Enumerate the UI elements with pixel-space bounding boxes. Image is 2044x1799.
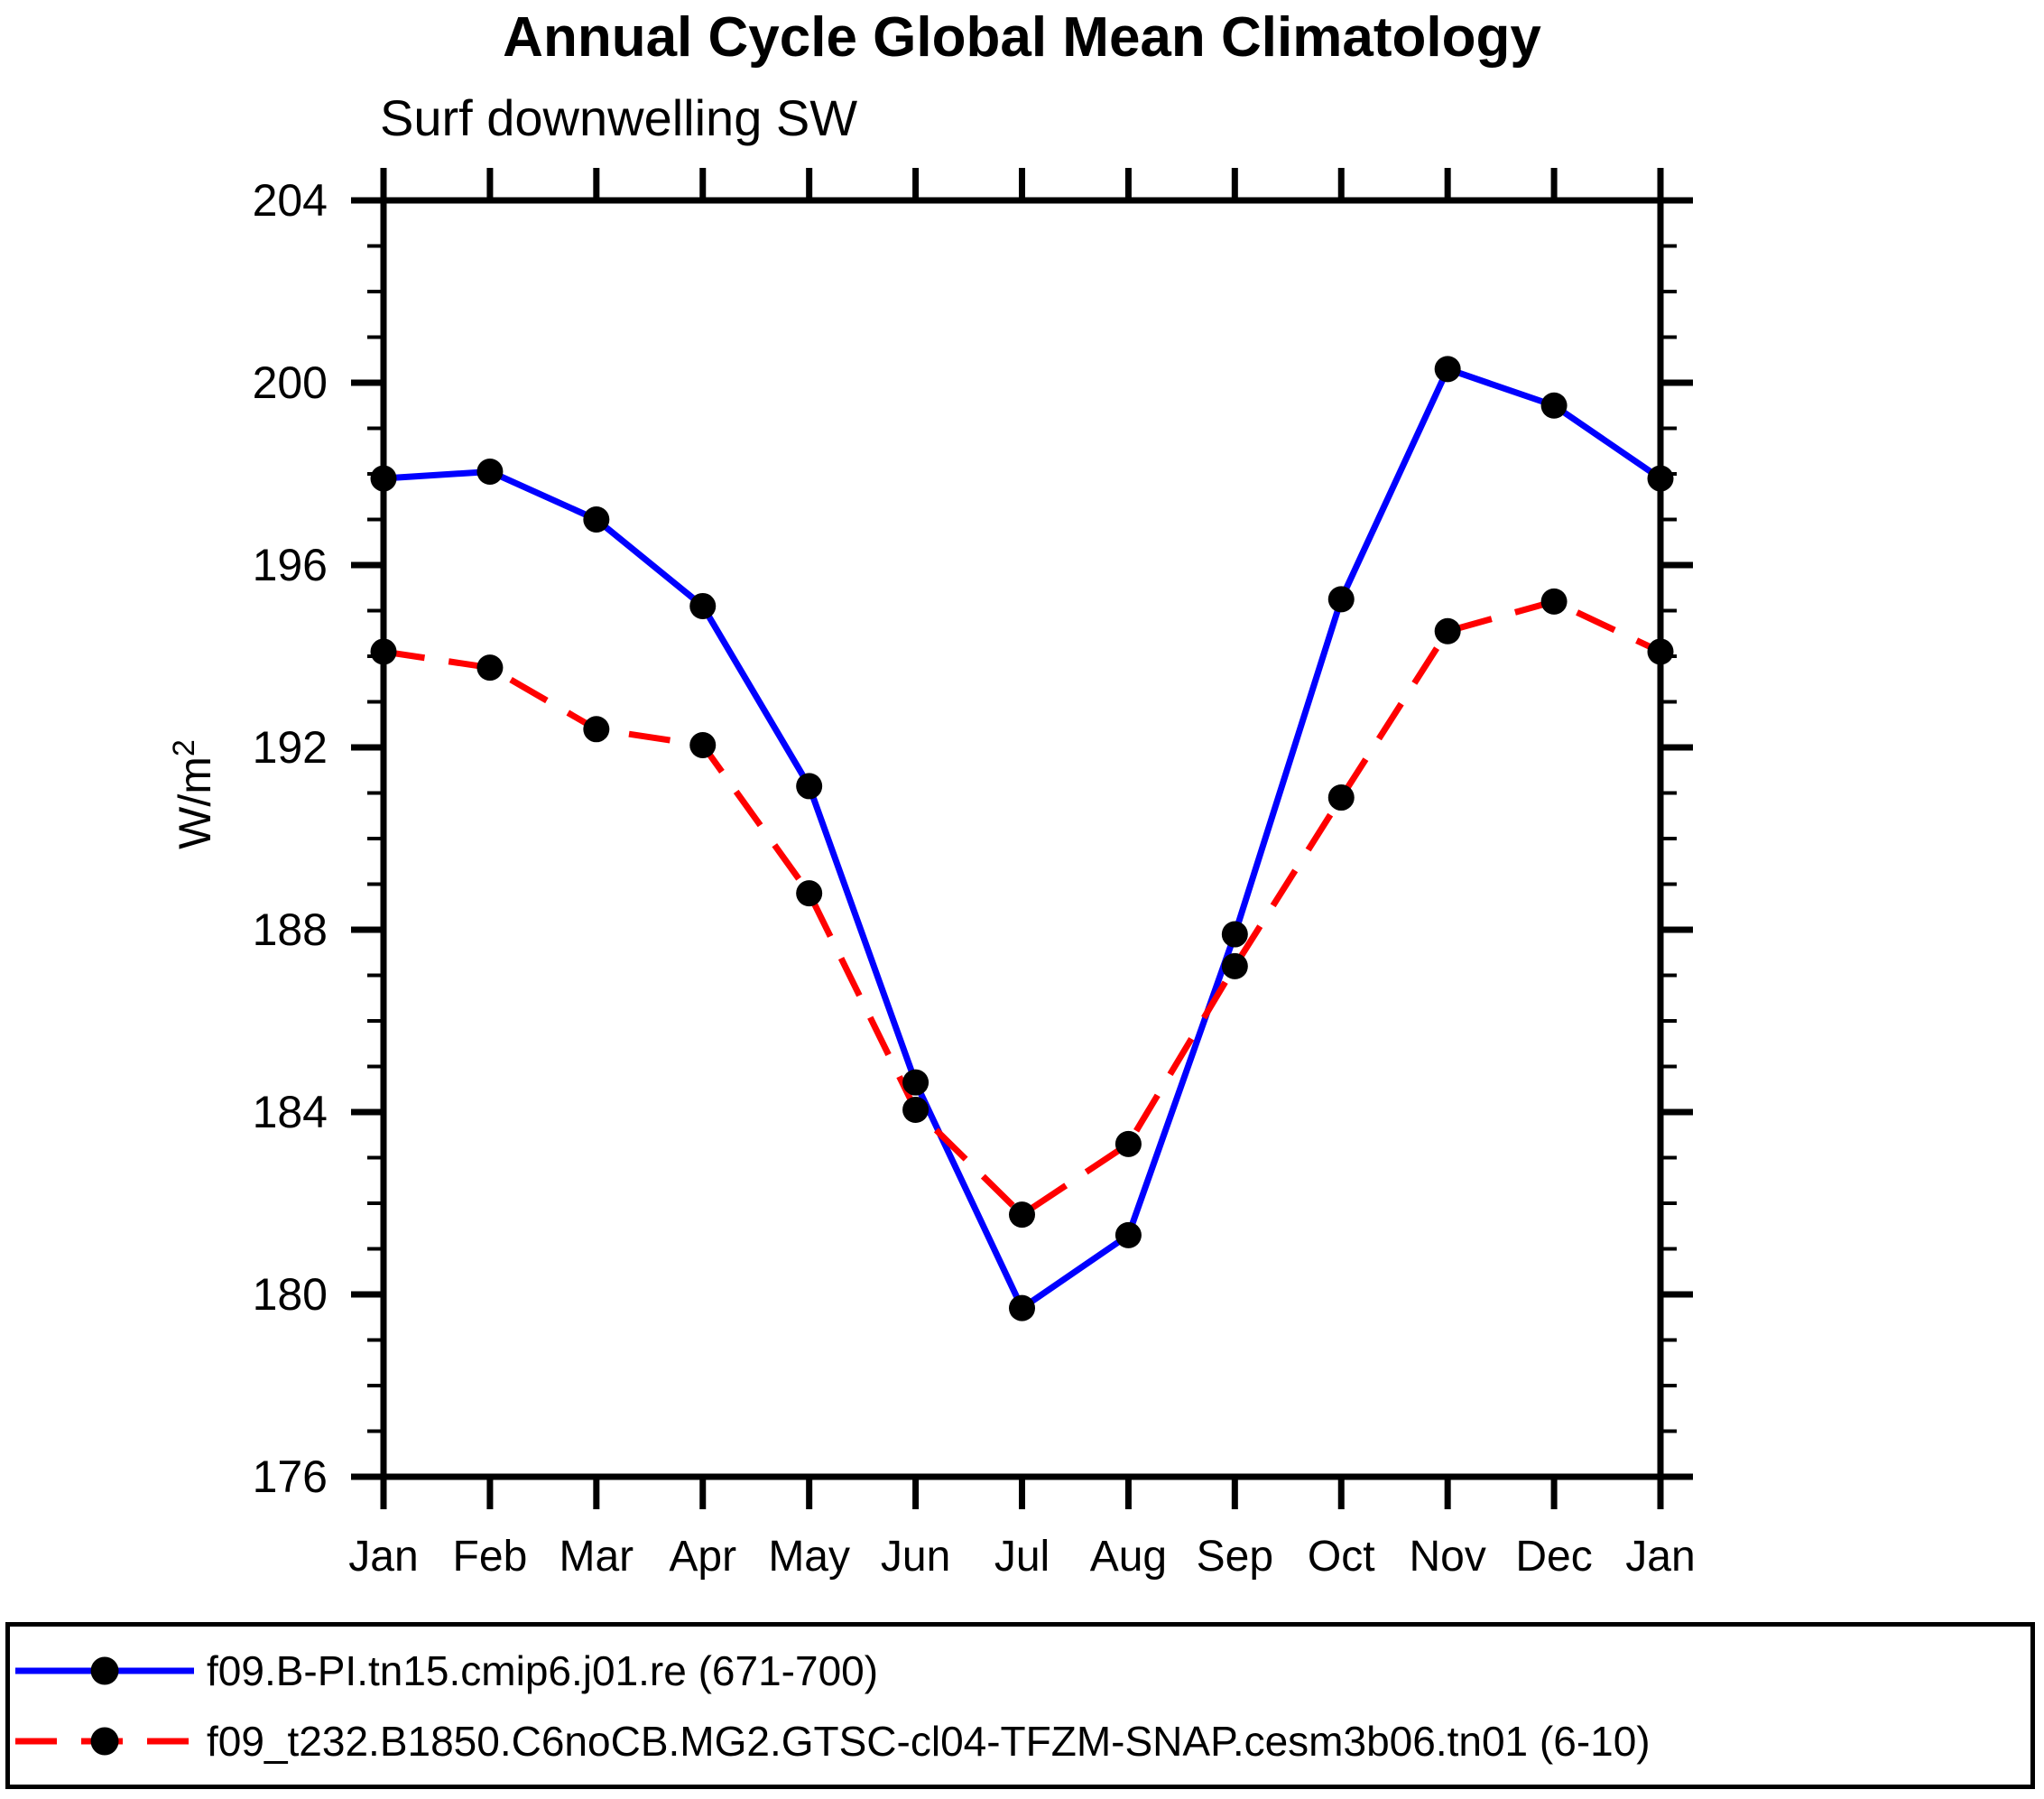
x-tick-label: Jan [348, 1533, 418, 1581]
y-tick-label: 192 [253, 722, 328, 773]
data-point-marker-s1-Feb [476, 654, 504, 682]
x-tick-label: Jun [881, 1533, 950, 1581]
data-point-marker-s0-Sep [1221, 921, 1248, 948]
data-point-marker-s0-Feb [476, 458, 504, 485]
legend-marker-dot [90, 1727, 119, 1755]
x-tick-label: Feb [453, 1533, 528, 1581]
legend-label: f09.B-PI.tn15.cmip6.j01.re (671-700) [207, 1646, 879, 1694]
data-point-marker-s1-Jan [1647, 638, 1674, 665]
legend-sample-solid-line [15, 1656, 194, 1684]
data-point-marker-s0-Apr [689, 592, 717, 619]
data-point-marker-s0-Oct [1327, 586, 1355, 613]
data-point-marker-s0-Jun [902, 1069, 930, 1096]
data-point-marker-s0-Mar [583, 506, 610, 533]
data-point-marker-s0-Jan [370, 465, 397, 492]
data-point-marker-s0-Aug [1114, 1221, 1142, 1248]
y-tick-label: 196 [253, 540, 328, 590]
series-line-1 [383, 598, 1662, 1219]
y-tick-label: 180 [253, 1269, 328, 1320]
plot-frame [380, 197, 1664, 1480]
legend-row: f09.B-PI.tn15.cmip6.j01.re (671-700) [10, 1638, 2030, 1703]
x-tick-label: Apr [669, 1533, 736, 1581]
y-tick-label: 200 [253, 357, 328, 408]
legend-label: f09_t232.B1850.C6noCB.MG2.GTSC-cl04-TFZM… [207, 1717, 1651, 1765]
page-title: Annual Cycle Global Mean Climatology [503, 6, 1541, 69]
data-point-marker-s1-Oct [1327, 784, 1355, 811]
legend-sample-dashed-line [15, 1727, 194, 1755]
legend-row: f09_t232.B1850.C6noCB.MG2.GTSC-cl04-TFZM… [10, 1709, 2030, 1774]
data-point-marker-s1-Jun [902, 1096, 930, 1123]
data-point-marker-s1-Jan [370, 638, 397, 665]
data-point-marker-s1-Jul [1009, 1201, 1035, 1229]
y-tick-label: 204 [253, 175, 328, 226]
legend-marker-dot [90, 1656, 119, 1684]
x-tick-label: Oct [1308, 1533, 1375, 1581]
data-point-marker-s0-Dec [1540, 392, 1568, 419]
data-point-marker-s1-Nov [1434, 617, 1461, 644]
x-tick-label: Nov [1409, 1533, 1485, 1581]
x-tick-label: Sep [1197, 1533, 1273, 1581]
x-tick-label: Dec [1515, 1533, 1592, 1581]
chart-subtitle: Surf downwelling SW [380, 89, 858, 146]
y-tick-label: 184 [253, 1087, 328, 1137]
x-tick-label: May [768, 1533, 850, 1581]
y-tick-label: 176 [253, 1451, 328, 1502]
data-point-marker-s1-Dec [1540, 588, 1568, 615]
series-line-0 [383, 366, 1662, 1312]
data-point-marker-s0-Jul [1009, 1294, 1035, 1321]
data-point-marker-s1-Apr [689, 731, 717, 758]
y-tick-label: 188 [253, 904, 328, 955]
data-point-marker-s0-Nov [1434, 356, 1461, 383]
x-tick-label: Mar [559, 1533, 634, 1581]
x-tick-label: Jul [994, 1533, 1050, 1581]
data-point-marker-s1-Sep [1221, 952, 1248, 979]
x-tick-label: Aug [1090, 1533, 1167, 1581]
legend: f09.B-PI.tn15.cmip6.j01.re (671-700) f09… [5, 1622, 2035, 1789]
x-tick-label: Jan [1625, 1533, 1695, 1581]
data-point-marker-s1-Aug [1114, 1130, 1142, 1157]
data-point-marker-s1-Mar [583, 716, 610, 743]
data-point-marker-s0-May [796, 773, 823, 800]
data-point-marker-s0-Jan [1647, 465, 1674, 492]
data-point-marker-s1-May [796, 880, 823, 907]
